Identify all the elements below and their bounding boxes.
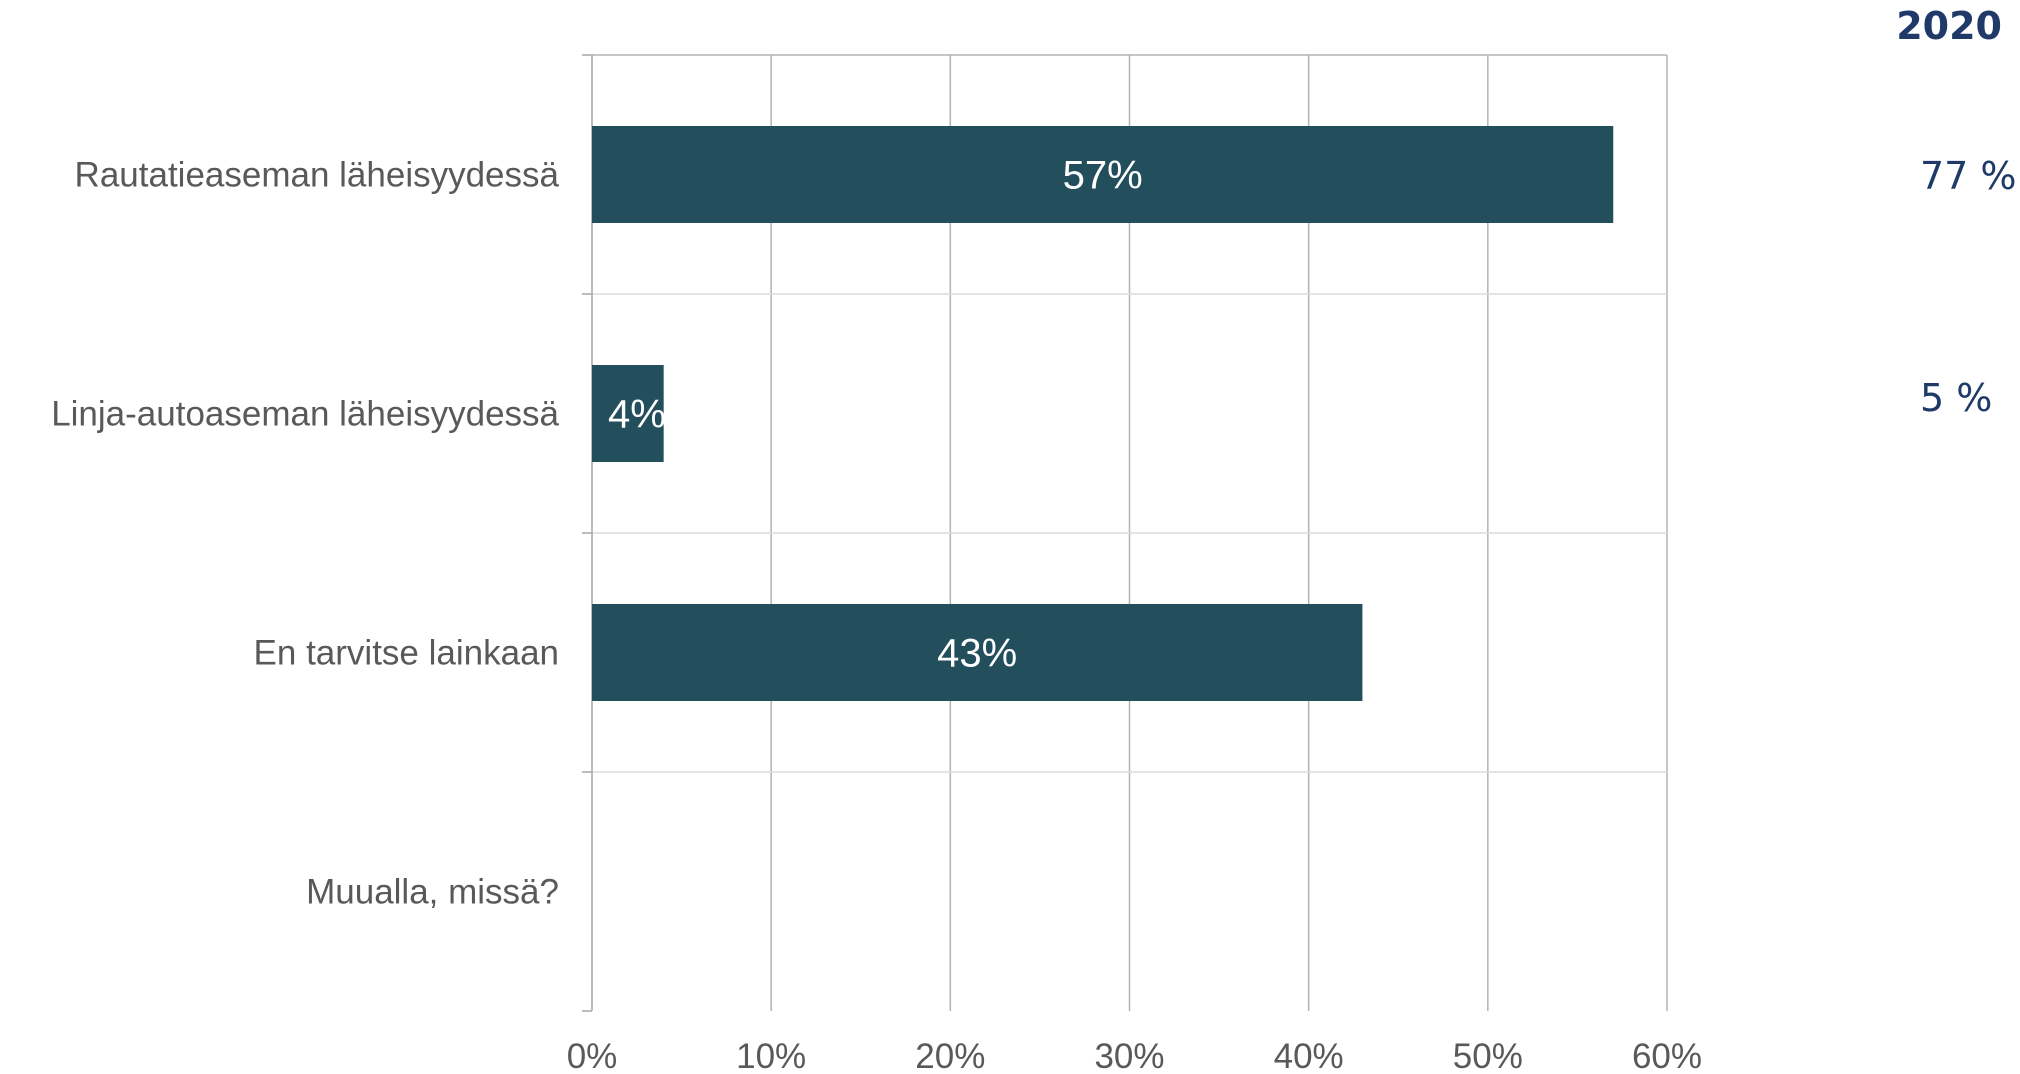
category-label: Linja-autoaseman läheisyydessä — [51, 395, 559, 434]
category-label: En tarvitse lainkaan — [254, 634, 559, 673]
x-tick-label: 10% — [736, 1037, 806, 1074]
bar — [592, 126, 1614, 223]
x-tick-labels: 0% 10% 20% 30% 40% 50% 60% — [567, 1037, 1702, 1074]
x-tick-label: 20% — [915, 1037, 985, 1074]
x-tick-label: 60% — [1632, 1037, 1702, 1074]
data-label: 43% — [937, 632, 1017, 676]
bar — [592, 604, 1363, 701]
chart-axes — [582, 54, 593, 1012]
x-tick-label: 40% — [1274, 1037, 1344, 1074]
comparison-value-1: 77 % — [1920, 154, 2017, 198]
data-label: 4% — [608, 393, 666, 437]
bars — [592, 126, 1614, 701]
data-labels: 57% 4% 43% — [608, 154, 1143, 676]
bar — [592, 365, 664, 462]
data-label: 57% — [1063, 154, 1143, 198]
horizontal-gridlines — [592, 54, 1667, 773]
x-tick-label: 30% — [1094, 1037, 1164, 1074]
comparison-value-2: 5 % — [1920, 376, 1993, 420]
category-labels: Rautatieaseman läheisyydessä Linja-autoas… — [51, 156, 559, 912]
category-label: Rautatieaseman läheisyydessä — [75, 156, 560, 195]
x-tick-label: 0% — [567, 1037, 618, 1074]
comparison-header: 2020 — [1896, 4, 2002, 48]
x-tick-label: 50% — [1453, 1037, 1523, 1074]
category-label: Muualla, missä? — [306, 873, 559, 912]
